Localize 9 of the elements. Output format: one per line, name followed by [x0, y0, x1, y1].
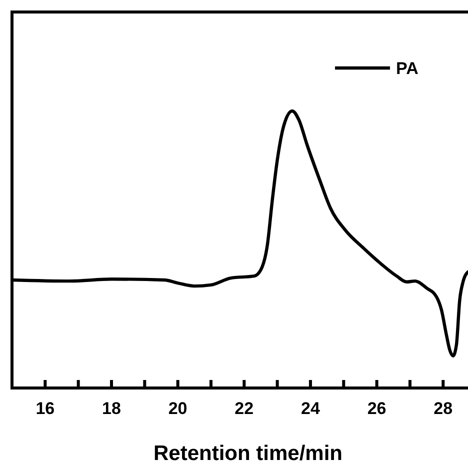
- legend-label: PA: [396, 59, 418, 78]
- x-axis-title: Retention time/min: [153, 442, 343, 465]
- x-tick-label: 24: [301, 399, 320, 418]
- x-tick-label: 22: [234, 399, 254, 418]
- x-tick-label: 20: [168, 399, 188, 418]
- x-tick-label: 16: [36, 399, 55, 418]
- x-tick-label: 28: [434, 399, 453, 418]
- x-tick-label: 26: [367, 399, 386, 418]
- x-tick-label: 18: [102, 399, 121, 418]
